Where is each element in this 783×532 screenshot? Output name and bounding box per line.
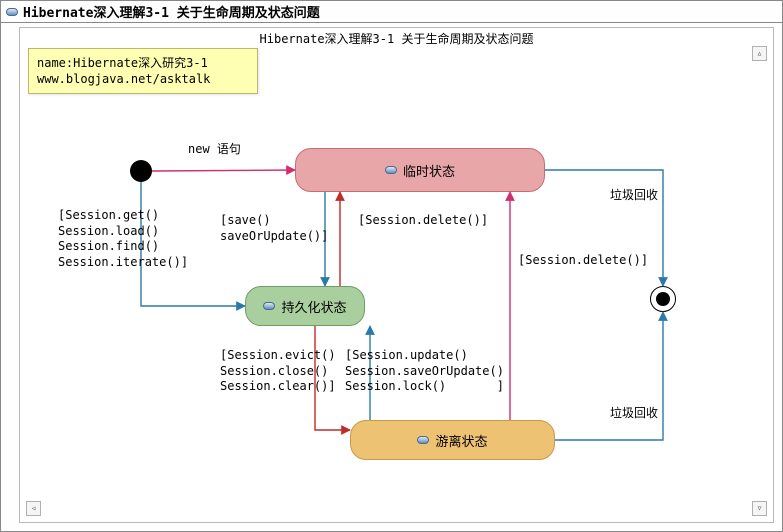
window-root: Hibernate深入理解3-1 关于生命周期及状态问题 Hibernate深入… — [0, 0, 783, 532]
edge-label-new: new 语句 — [188, 142, 241, 158]
edge-label-gc2: 垃圾回收 — [610, 406, 658, 422]
state-icon — [263, 302, 275, 310]
state-persistent-label: 持久化状态 — [281, 297, 346, 316]
edge-label-gc1: 垃圾回收 — [610, 188, 658, 204]
scroll-left-icon[interactable]: ◃ — [26, 501, 41, 516]
note-line2: www.blogjava.net/asktalk — [37, 71, 249, 87]
edge-label-update: [Session.update() Session.saveOrUpdate()… — [345, 348, 504, 395]
state-transient-label: 临时状态 — [403, 161, 455, 180]
window-title: Hibernate深入理解3-1 关于生命周期及状态问题 — [23, 2, 320, 21]
diagram-canvas: Hibernate深入理解3-1 关于生命周期及状态问题 ▵ ▿ ◃ name:… — [19, 27, 774, 523]
edge-label-deletedetached: [Session.delete()] — [518, 253, 648, 269]
state-icon — [385, 166, 397, 174]
final-node — [650, 286, 676, 312]
scroll-down-icon[interactable]: ▿ — [752, 501, 767, 516]
state-icon — [417, 436, 429, 444]
tab-icon — [6, 8, 18, 16]
diagram-note: name:Hibernate深入研究3-1 www.blogjava.net/a… — [28, 48, 258, 94]
edge-label-sessionload: [Session.get() Session.load() Session.fi… — [58, 208, 188, 270]
note-line1: name:Hibernate深入研究3-1 — [37, 55, 249, 71]
start-node — [130, 160, 152, 182]
state-persistent: 持久化状态 — [245, 286, 365, 326]
state-detached-label: 游离状态 — [435, 431, 487, 450]
edge-label-evict: [Session.evict() Session.close() Session… — [220, 348, 336, 395]
scroll-up-icon[interactable]: ▵ — [752, 46, 767, 61]
state-transient: 临时状态 — [295, 148, 545, 192]
diagram-title: Hibernate深入理解3-1 关于生命周期及状态问题 — [20, 30, 773, 47]
edge-label-delete: [Session.delete()] — [358, 213, 488, 229]
edge-label-save: [save() saveOrUpdate()] — [220, 213, 328, 244]
window-titlebar: Hibernate深入理解3-1 关于生命周期及状态问题 — [1, 1, 782, 23]
state-detached: 游离状态 — [350, 420, 555, 460]
